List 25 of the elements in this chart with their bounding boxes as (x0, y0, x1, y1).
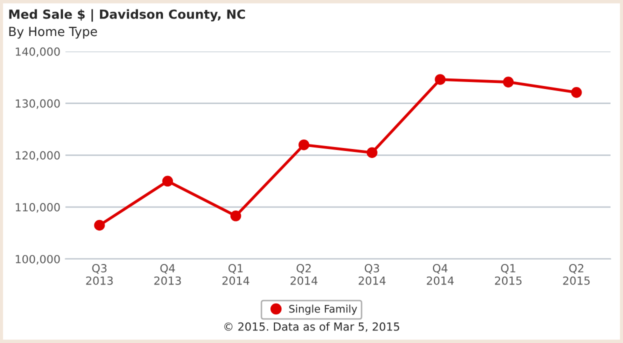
x-tick-label: Q3 2013 (86, 264, 113, 285)
text: © 2015. Data as of Mar 5, 2015 (224, 322, 400, 332)
x-tick-label: Q4 2013 (154, 264, 181, 285)
y-tick-label: 120,000 (16, 151, 60, 161)
point (502, 76, 514, 88)
point (94, 220, 105, 231)
x-tick-label: Q3 2014 (358, 264, 386, 285)
point (434, 74, 446, 85)
y-tick-label: 140,000 (16, 47, 60, 57)
legend-label: Single Family (289, 304, 358, 315)
point (298, 139, 310, 150)
point (162, 176, 174, 187)
point (366, 147, 378, 158)
chart-title: Med Sale $ | Davidson County, NC (9, 9, 245, 22)
x-tick-label: Q1 2015 (495, 264, 522, 285)
x-tick-label: Q2 2014 (290, 264, 318, 285)
point (230, 210, 242, 222)
x-tick-label: Q4 2014 (426, 264, 454, 285)
y-tick-label: 100,000 (16, 254, 60, 264)
point (571, 87, 582, 98)
x-tick-label: Q2 2015 (563, 264, 590, 285)
y-tick-label: 110,000 (16, 203, 60, 213)
x-tick-label: Q1 2014 (222, 264, 250, 285)
chart-subtitle: By Home Type (9, 26, 97, 39)
y-tick-label: 130,000 (16, 99, 60, 109)
